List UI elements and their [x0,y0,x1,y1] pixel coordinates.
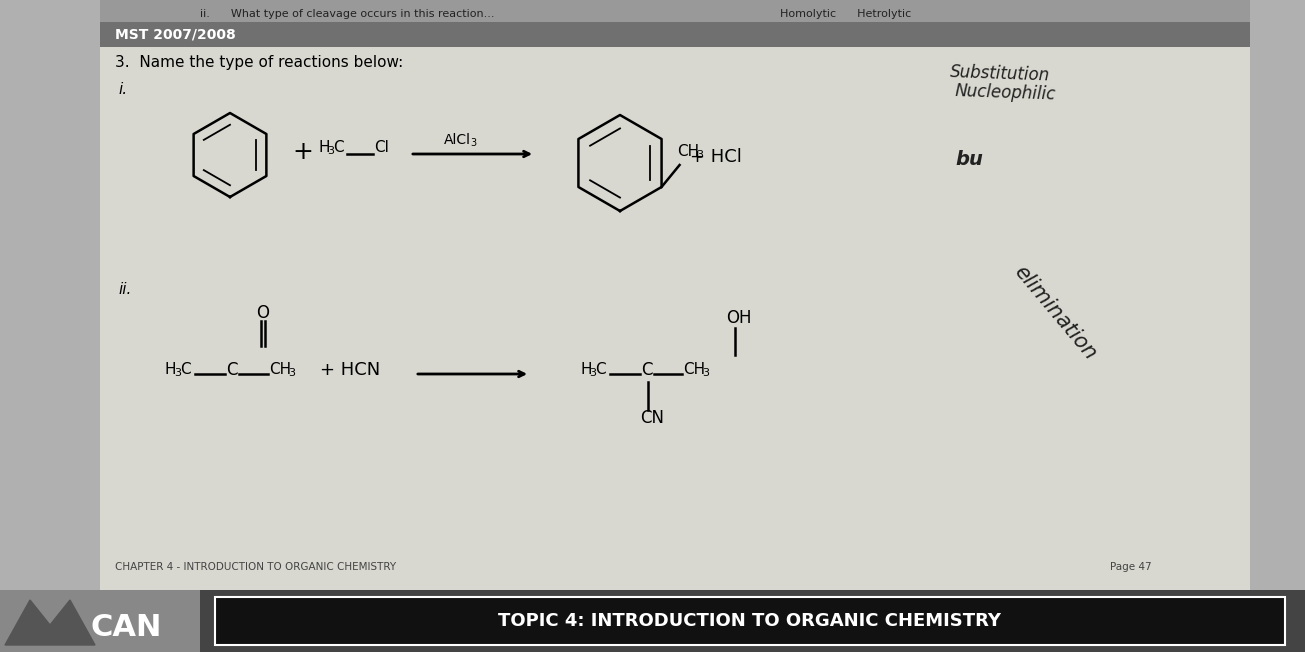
Text: 3: 3 [328,146,334,156]
FancyBboxPatch shape [100,0,1250,590]
Text: Cl: Cl [375,140,389,155]
Text: CHAPTER 4 - INTRODUCTION TO ORGANIC CHEMISTRY: CHAPTER 4 - INTRODUCTION TO ORGANIC CHEM… [115,562,397,572]
Text: C: C [226,361,238,379]
Text: Nucleophilic: Nucleophilic [955,83,1057,104]
FancyBboxPatch shape [100,22,1250,47]
Text: CH: CH [269,363,291,378]
Text: + HCl: + HCl [690,148,741,166]
Text: CH: CH [683,363,705,378]
Text: TOPIC 4: INTRODUCTION TO ORGANIC CHEMISTRY: TOPIC 4: INTRODUCTION TO ORGANIC CHEMIST… [499,612,1001,630]
Text: 3.  Name the type of reactions below:: 3. Name the type of reactions below: [115,55,403,70]
FancyBboxPatch shape [0,590,200,652]
Text: MST 2007/2008: MST 2007/2008 [115,27,236,41]
Text: 3: 3 [589,368,596,378]
Text: +: + [292,140,313,164]
Text: 3: 3 [288,368,295,378]
Text: 3: 3 [470,138,476,148]
FancyBboxPatch shape [0,590,1305,652]
Text: C: C [333,140,343,155]
Text: Page 47: Page 47 [1111,562,1151,572]
Text: H: H [164,363,176,378]
Text: bu: bu [955,150,983,169]
Text: Substitution: Substitution [950,63,1051,84]
Text: C: C [180,363,191,378]
Text: 3: 3 [702,368,709,378]
Text: ii.: ii. [117,282,132,297]
Text: CH: CH [677,145,699,160]
Text: 3: 3 [697,150,703,160]
Text: C: C [641,361,652,379]
Text: Homolytic      Hetrolytic: Homolytic Hetrolytic [780,9,911,19]
Text: AlCl: AlCl [444,133,471,147]
FancyBboxPatch shape [100,0,1250,22]
Text: C: C [595,363,606,378]
Text: H: H [318,140,329,155]
Text: elimination: elimination [1010,262,1100,364]
Text: i.: i. [117,83,127,98]
Text: O: O [257,304,270,322]
Text: + HCN: + HCN [320,361,380,379]
Text: CN: CN [639,409,664,427]
Text: OH: OH [726,309,752,327]
FancyBboxPatch shape [215,597,1285,645]
Text: CAN: CAN [90,614,162,642]
Polygon shape [5,600,95,645]
Text: ii.      What type of cleavage occurs in this reaction...: ii. What type of cleavage occurs in this… [200,9,495,19]
Text: 3: 3 [174,368,181,378]
Text: H: H [579,363,591,378]
